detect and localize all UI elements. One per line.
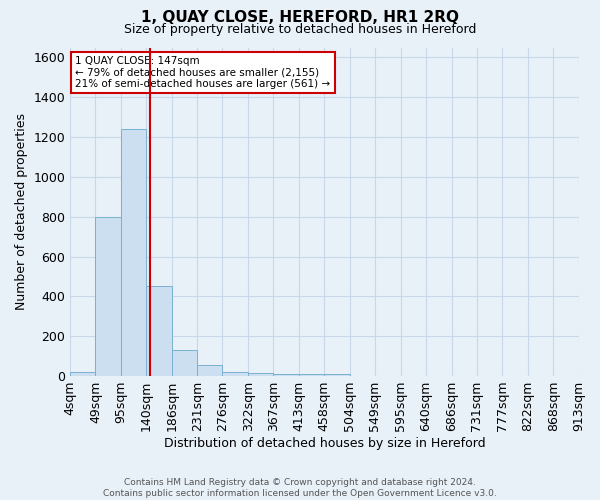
Text: Size of property relative to detached houses in Hereford: Size of property relative to detached ho… — [124, 22, 476, 36]
Text: 1 QUAY CLOSE: 147sqm
← 79% of detached houses are smaller (2,155)
21% of semi-de: 1 QUAY CLOSE: 147sqm ← 79% of detached h… — [76, 56, 331, 89]
Bar — [121, 129, 146, 376]
Bar — [299, 374, 324, 376]
Text: Contains HM Land Registry data © Crown copyright and database right 2024.
Contai: Contains HM Land Registry data © Crown c… — [103, 478, 497, 498]
Bar — [324, 374, 350, 376]
Bar — [223, 372, 248, 376]
Bar — [70, 372, 95, 376]
Bar — [197, 365, 223, 376]
Bar — [273, 374, 299, 376]
Bar — [248, 373, 273, 376]
Text: 1, QUAY CLOSE, HEREFORD, HR1 2RQ: 1, QUAY CLOSE, HEREFORD, HR1 2RQ — [141, 10, 459, 25]
Y-axis label: Number of detached properties: Number of detached properties — [15, 113, 28, 310]
Bar — [146, 286, 172, 376]
Bar — [172, 350, 197, 376]
Bar — [95, 216, 121, 376]
X-axis label: Distribution of detached houses by size in Hereford: Distribution of detached houses by size … — [164, 437, 485, 450]
